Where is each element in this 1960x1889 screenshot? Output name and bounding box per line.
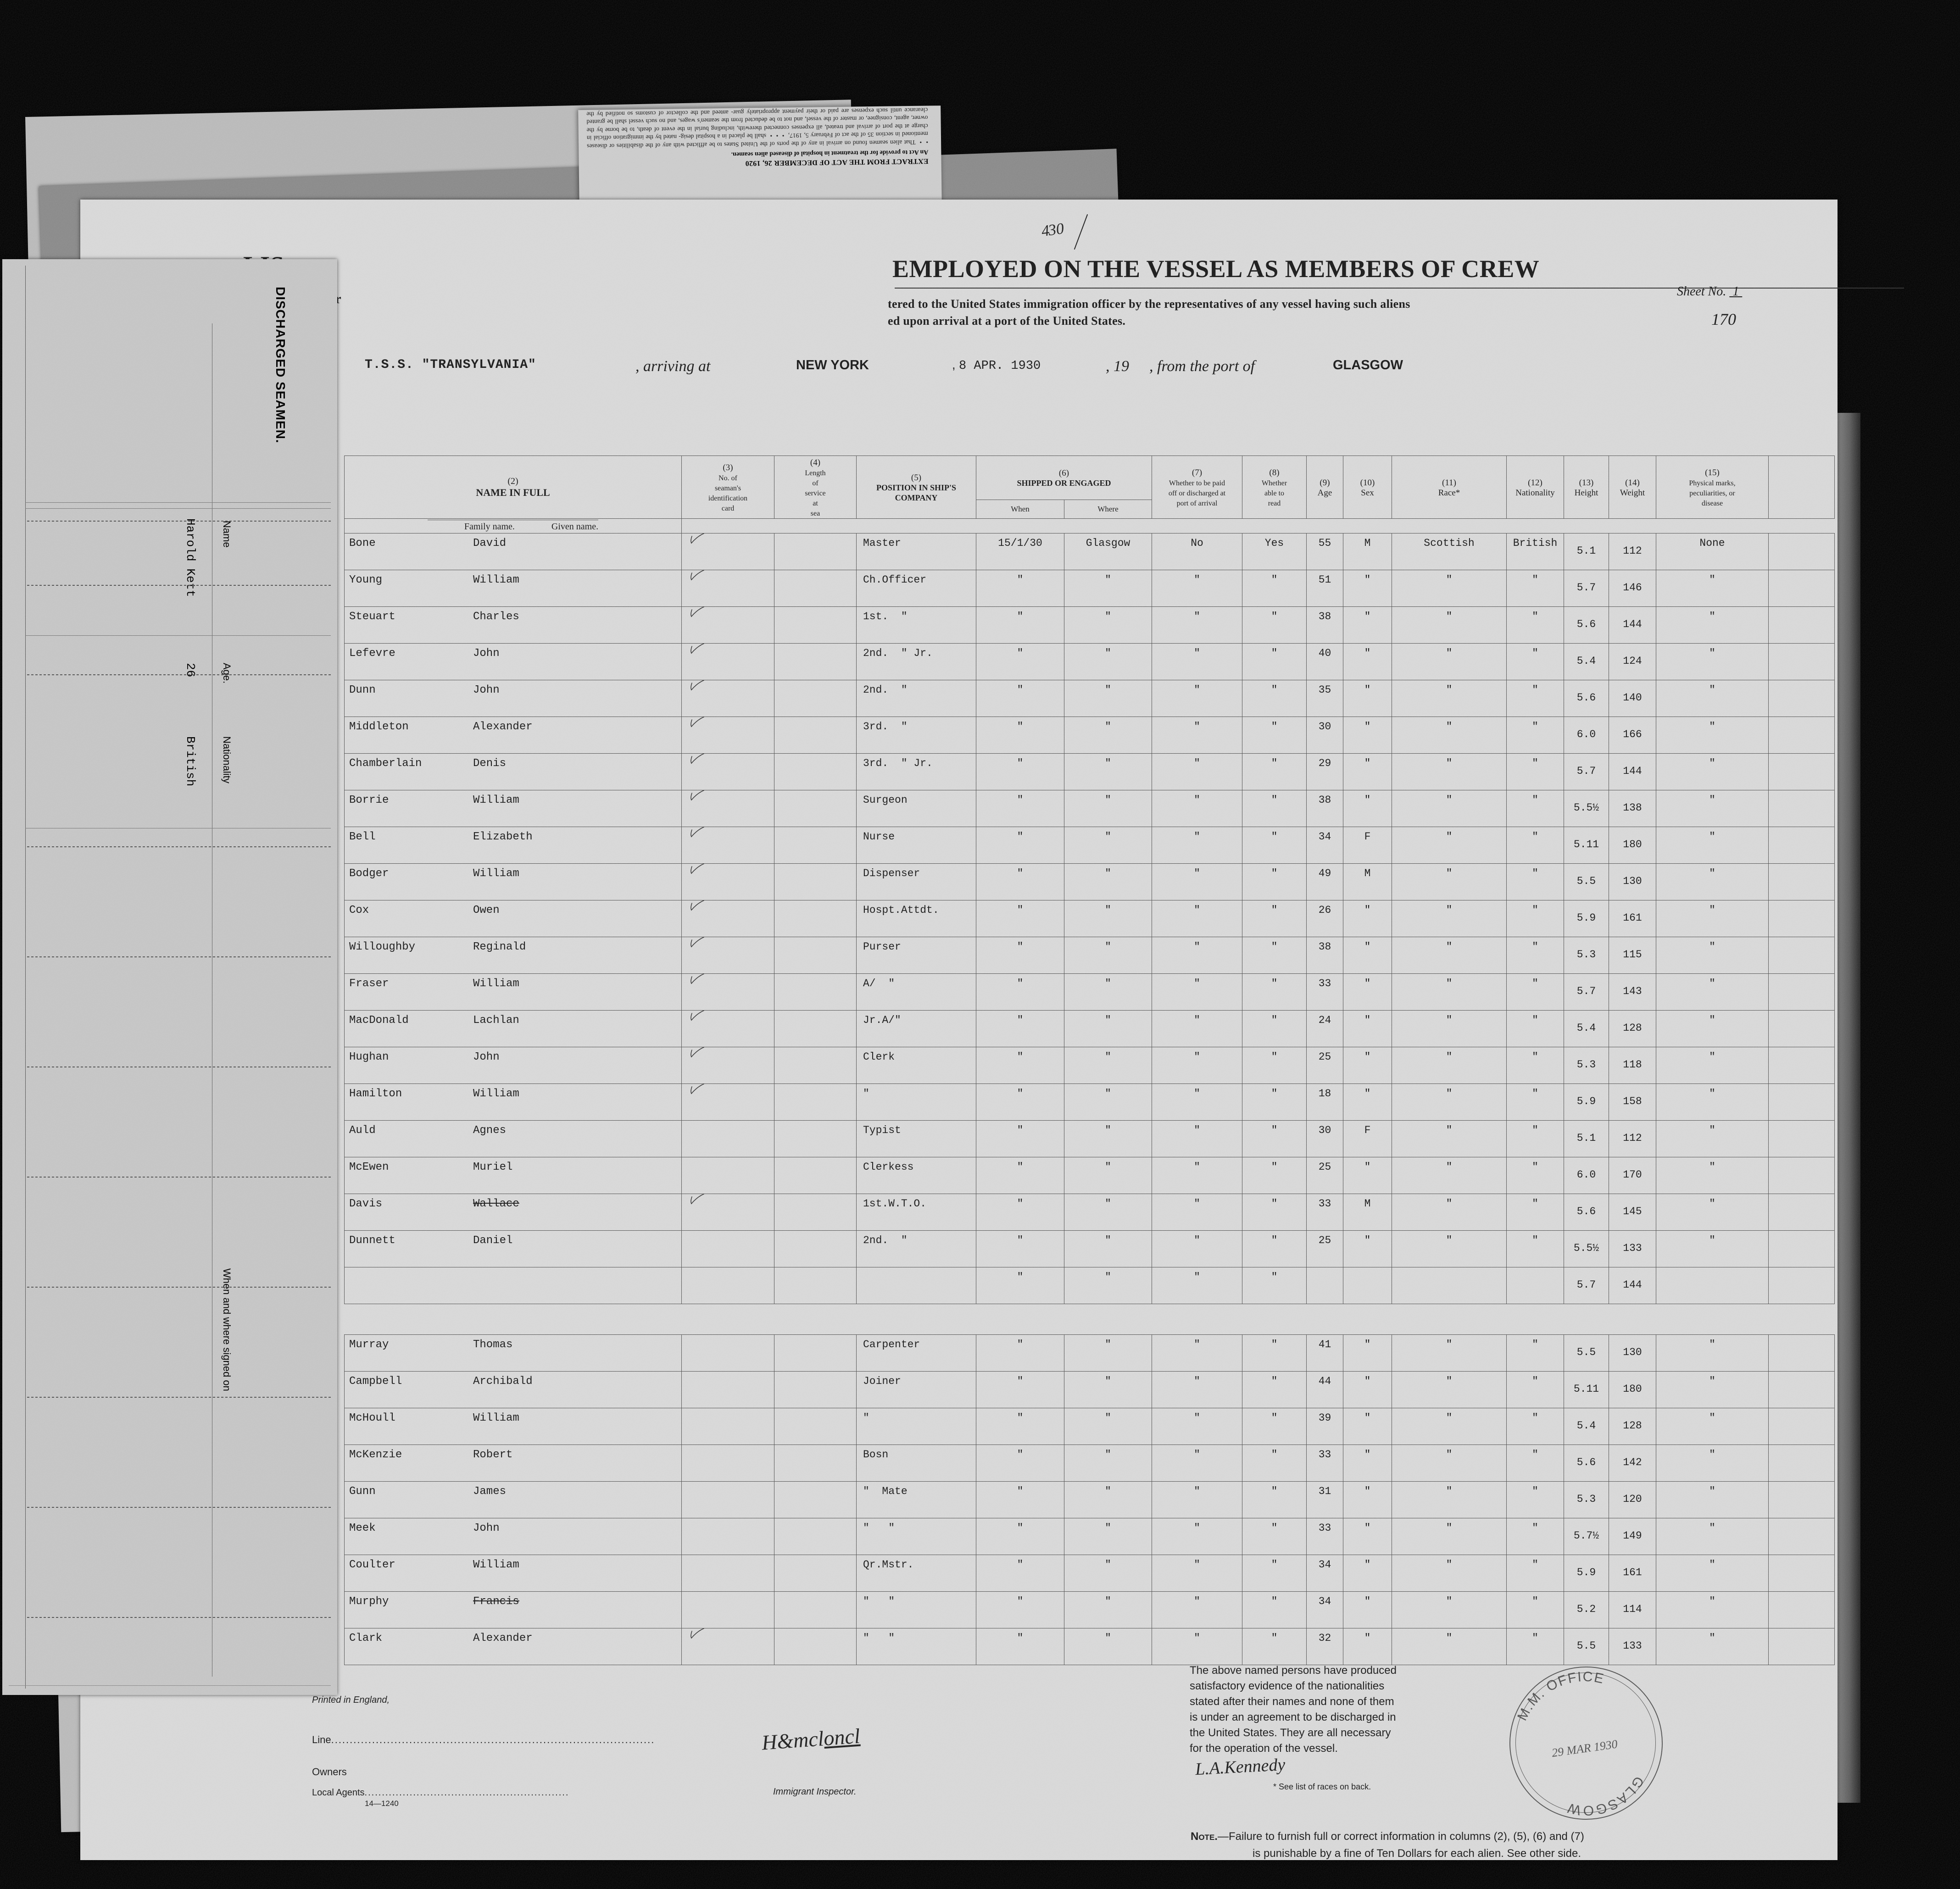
svg-text:GLASGOW: GLASGOW	[1565, 1774, 1647, 1818]
svg-text:M.M. OFFICE: M.M. OFFICE	[1515, 1669, 1606, 1723]
svg-text:29 MAR 1930: 29 MAR 1930	[1551, 1737, 1618, 1760]
